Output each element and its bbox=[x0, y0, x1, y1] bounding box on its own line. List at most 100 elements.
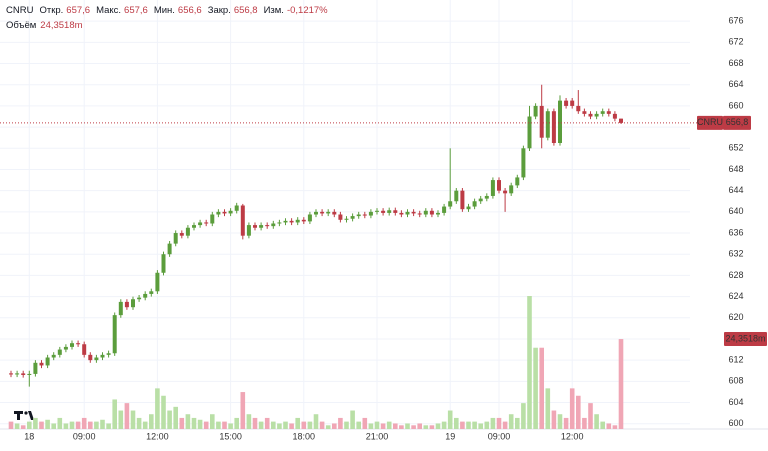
y-tick-label: 672 bbox=[728, 37, 743, 47]
candle-body bbox=[350, 216, 355, 219]
candle-body bbox=[271, 223, 276, 227]
candle-body bbox=[137, 297, 142, 300]
volume-bar bbox=[240, 392, 246, 429]
candle-body bbox=[362, 214, 367, 216]
candle-body bbox=[82, 344, 87, 355]
y-tick-label: 664 bbox=[728, 79, 743, 89]
candle-body bbox=[45, 357, 50, 366]
price-badge bbox=[723, 115, 751, 130]
candle-body bbox=[63, 346, 68, 350]
grid bbox=[0, 0, 690, 429]
candle-body bbox=[527, 116, 532, 149]
candle-body bbox=[375, 210, 379, 212]
volume-bar bbox=[374, 421, 380, 429]
candle-body bbox=[497, 180, 501, 191]
volume-bar bbox=[472, 421, 477, 429]
candle-body bbox=[179, 233, 184, 236]
volume-bar bbox=[149, 414, 154, 429]
candle-body bbox=[582, 111, 587, 114]
volume-bar bbox=[490, 417, 496, 429]
volume-bar bbox=[539, 347, 544, 429]
candle-body bbox=[21, 373, 26, 375]
volume-bar bbox=[295, 417, 300, 429]
y-tick-label: 624 bbox=[728, 291, 743, 301]
candle-body bbox=[564, 100, 569, 106]
volume-bar bbox=[582, 417, 587, 429]
candle-body bbox=[417, 213, 422, 215]
candle-body bbox=[320, 211, 325, 214]
legend-name: Макс. bbox=[96, 5, 121, 16]
y-tick-label: 648 bbox=[728, 164, 743, 174]
volume-bar bbox=[173, 406, 178, 429]
volume-bar bbox=[264, 417, 270, 429]
y-tick-label: 600 bbox=[728, 418, 743, 428]
candle-body bbox=[600, 111, 605, 114]
volume-bar bbox=[515, 417, 520, 429]
candle-body bbox=[15, 373, 20, 375]
candle-body bbox=[39, 362, 44, 366]
volume-bar bbox=[14, 423, 20, 429]
volume-bar bbox=[106, 423, 111, 429]
y-tick-label: 676 bbox=[728, 16, 743, 26]
volume-bar bbox=[588, 403, 593, 429]
candle-body bbox=[570, 100, 575, 106]
volume-bar bbox=[454, 417, 459, 429]
volume-bar bbox=[246, 414, 252, 429]
volume-bar bbox=[338, 417, 343, 429]
candle-body bbox=[594, 113, 599, 117]
volume-bar bbox=[228, 423, 233, 429]
volume-bar bbox=[185, 414, 191, 429]
candle-body bbox=[515, 177, 520, 186]
volume-bar bbox=[191, 417, 197, 429]
volume-bar bbox=[417, 423, 422, 429]
volume-bar bbox=[435, 423, 441, 429]
candle-body bbox=[301, 219, 306, 222]
candle-body bbox=[228, 210, 233, 214]
candle-body bbox=[143, 293, 148, 298]
candle-body bbox=[436, 212, 440, 215]
volume-bar bbox=[100, 419, 105, 429]
price-badge-label: 656,8 bbox=[726, 117, 749, 127]
candle-body bbox=[88, 354, 93, 361]
volume-bar bbox=[368, 423, 374, 429]
candle-body bbox=[381, 210, 386, 213]
candle-body bbox=[27, 373, 32, 375]
candle-body bbox=[246, 225, 251, 236]
candle-body bbox=[332, 211, 337, 215]
y-tick-label: 660 bbox=[728, 100, 743, 110]
candle-body bbox=[466, 206, 471, 210]
legend-name: Откр. bbox=[39, 5, 63, 16]
volume-bar bbox=[271, 421, 276, 429]
candle-body bbox=[265, 225, 270, 227]
y-tick-label: 644 bbox=[728, 185, 743, 195]
volume-bar bbox=[545, 388, 551, 429]
symbol-badge-label: CNRU bbox=[697, 117, 723, 127]
volume-bar bbox=[551, 410, 557, 429]
legend-volume-name: Объём bbox=[6, 20, 36, 31]
legend-symbol: CNRU bbox=[6, 5, 34, 16]
volume-bar bbox=[81, 417, 87, 429]
legend-value: 657,6 bbox=[124, 5, 148, 16]
volume-bar bbox=[405, 423, 410, 429]
candle-body bbox=[185, 227, 190, 236]
volume-bar bbox=[142, 421, 148, 429]
volume-bar bbox=[45, 419, 50, 429]
volume-bar bbox=[124, 403, 130, 429]
volume-bar bbox=[39, 421, 44, 429]
candle-body bbox=[314, 211, 318, 215]
volume-bar bbox=[466, 421, 471, 429]
candle-body bbox=[277, 222, 282, 224]
volume-bar bbox=[612, 425, 618, 429]
tv-logo bbox=[14, 411, 34, 420]
candle-body bbox=[606, 111, 611, 114]
candle-body bbox=[106, 353, 111, 355]
candle-body bbox=[222, 211, 227, 214]
volume-bar bbox=[234, 417, 239, 429]
legend-line: CNRU Откр. 657,6 Макс. 657,6 Мин. 656,6 Закр. 65… bbox=[6, 5, 328, 16]
volume-bar bbox=[521, 403, 526, 429]
candle-body bbox=[612, 113, 617, 119]
candle-body bbox=[240, 205, 245, 236]
volume-bar bbox=[557, 414, 563, 429]
volume-bar bbox=[563, 417, 569, 429]
